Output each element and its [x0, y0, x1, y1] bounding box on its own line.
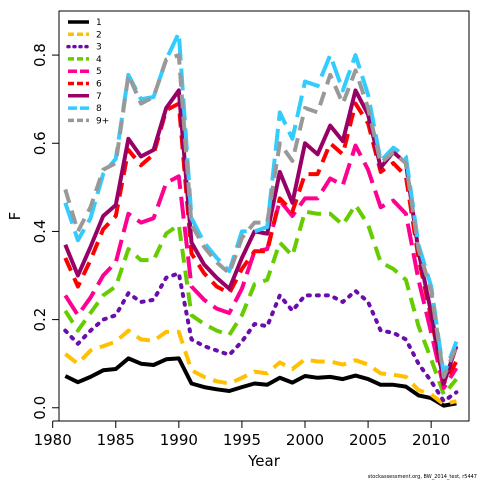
x-tick-label: 1985 — [97, 431, 135, 449]
x-tick-label: 2000 — [286, 431, 324, 449]
x-tick-label: 1980 — [34, 431, 72, 449]
x-axis-label: Year — [247, 452, 281, 470]
legend-label: 8 — [96, 104, 102, 114]
legend-label: 5 — [96, 67, 102, 77]
legend-label: 2 — [96, 30, 102, 40]
y-axis-label: F — [6, 212, 24, 221]
y-tick-label: 0.8 — [31, 43, 49, 67]
legend: 1 2 3 4 5 6 7 8 9+ — [66, 18, 109, 126]
series-line-1 — [64, 356, 457, 408]
series-line-4 — [63, 203, 458, 397]
x-tick-label: 2005 — [349, 431, 387, 449]
series-layer — [63, 31, 459, 408]
x-tick-label: 1995 — [223, 431, 261, 449]
legend-label: 3 — [96, 43, 102, 53]
series-line-3 — [63, 271, 459, 404]
legend-label: 7 — [96, 92, 102, 102]
x-axis: 1980 1985 1990 1995 2000 2005 2010 — [34, 420, 450, 449]
legend-label: 6 — [96, 80, 102, 90]
series-line-2 — [64, 328, 457, 407]
series-line-9+ — [63, 53, 459, 379]
footnote: stockassessment.org, BW_2014_test, r5447 — [368, 474, 477, 480]
y-tick-label: 0.4 — [31, 220, 49, 244]
series-line-6 — [63, 101, 459, 386]
legend-label: 4 — [96, 55, 102, 65]
series-line-8 — [63, 31, 459, 377]
y-tick-label: 0.2 — [31, 308, 49, 332]
legend-label: 1 — [96, 18, 102, 28]
x-tick-label: 2010 — [412, 431, 450, 449]
y-tick-label: 0.0 — [31, 396, 49, 420]
y-tick-label: 0.6 — [31, 131, 49, 155]
legend-label: 9+ — [96, 116, 109, 126]
x-tick-label: 1990 — [160, 431, 198, 449]
y-axis: 0.0 0.2 0.4 0.6 0.8 — [31, 43, 60, 420]
